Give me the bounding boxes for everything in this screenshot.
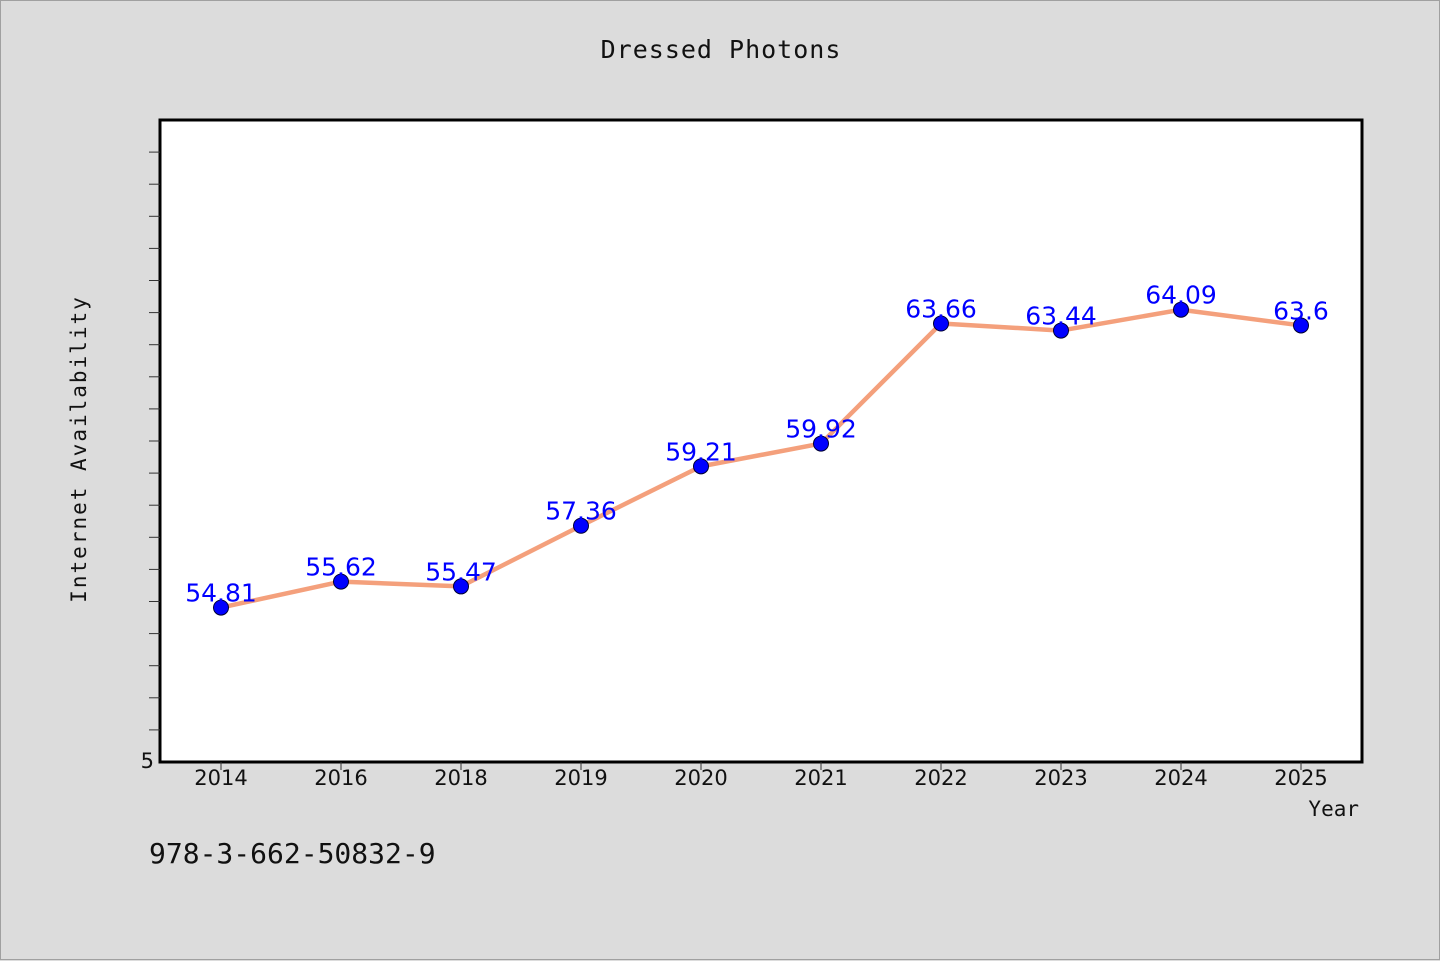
data-label: 55.62	[305, 553, 377, 582]
data-label: 63.6	[1273, 296, 1329, 325]
data-point	[1053, 322, 1069, 339]
x-tick-label: 2016	[314, 766, 367, 790]
series-line	[218, 307, 1304, 610]
data-label: 59.21	[665, 437, 737, 466]
x-tick-label: 2020	[674, 766, 727, 790]
y-tick-label: 5	[141, 749, 154, 773]
data-point	[573, 517, 589, 534]
chart-title: Dressed Photons	[600, 35, 842, 64]
plot-area	[158, 118, 1364, 764]
footer-code: 978-3-662-50832-9	[149, 837, 436, 870]
data-label: 63.66	[905, 295, 977, 324]
data-point	[1293, 317, 1309, 334]
x-tick-label: 2025	[1274, 766, 1327, 790]
x-tick-label: 2022	[914, 766, 967, 790]
data-label: 59.92	[785, 415, 857, 444]
data-point	[453, 578, 469, 595]
data-label: 63.44	[1025, 302, 1097, 331]
data-label: 54.81	[185, 579, 257, 608]
data-label: 64.09	[1145, 281, 1217, 310]
data-label: 57.36	[545, 497, 617, 526]
data-point	[333, 573, 349, 590]
x-tick-label: 2023	[1034, 766, 1087, 790]
x-tick-label: 2019	[554, 766, 607, 790]
x-tick-label: 2018	[434, 766, 487, 790]
data-point	[813, 435, 829, 452]
data-point	[213, 599, 229, 616]
data-point	[693, 458, 709, 475]
data-point	[933, 315, 949, 332]
x-tick-label: 2021	[794, 766, 847, 790]
x-axis-label: Year	[1308, 797, 1359, 821]
data-label: 55.47	[425, 557, 497, 586]
x-tick-label: 2014	[194, 766, 247, 790]
x-tick-label: 2024	[1154, 766, 1207, 790]
data-point	[1173, 301, 1189, 318]
